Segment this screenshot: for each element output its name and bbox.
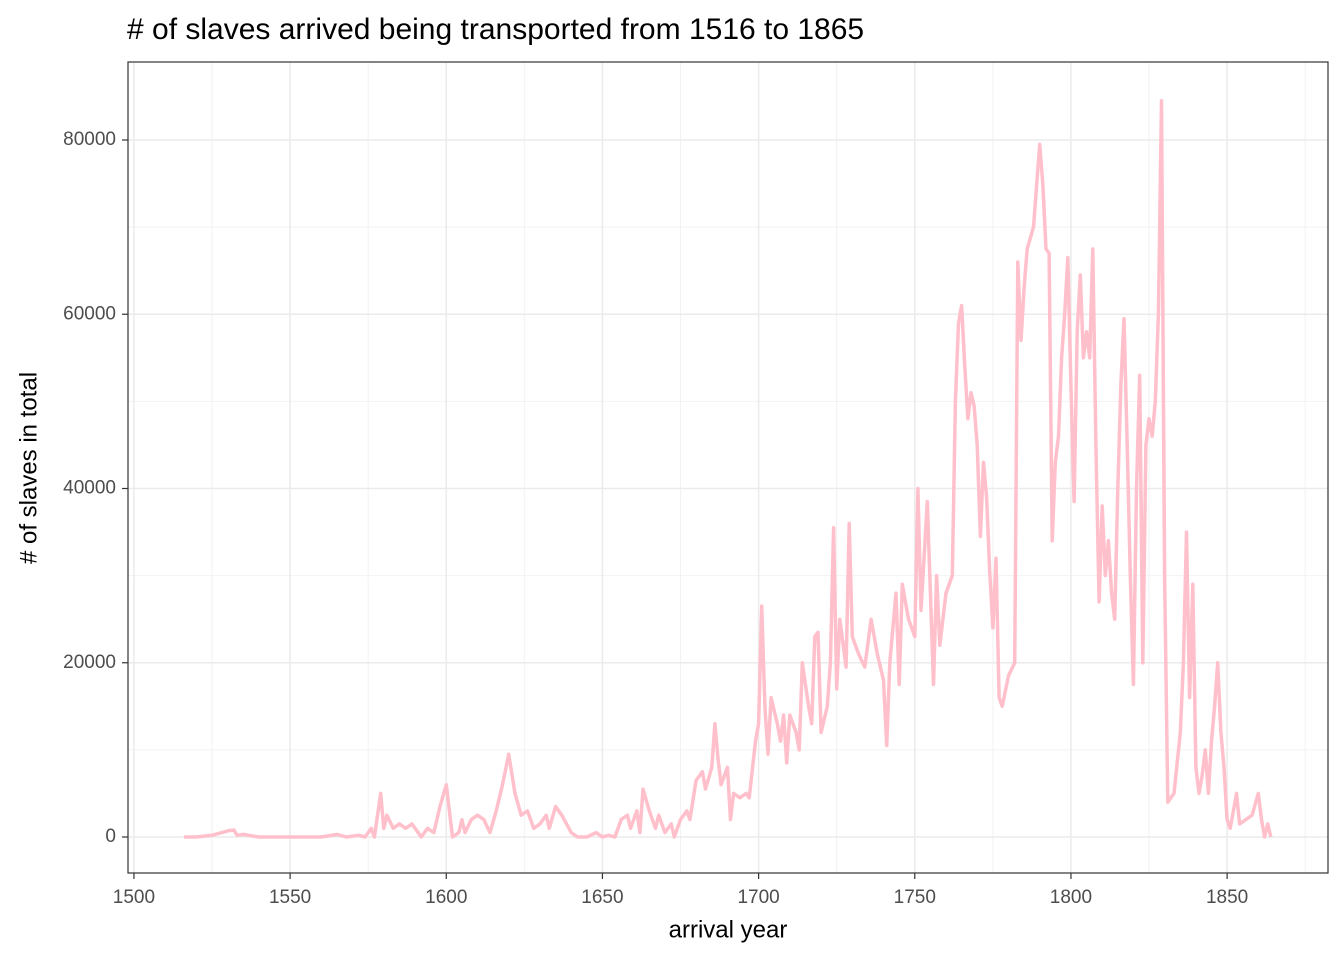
- x-axis-label: arrival year: [669, 916, 788, 943]
- y-tick-label: 40000: [63, 478, 116, 499]
- y-tick-label: 0: [105, 826, 116, 847]
- data-line: [183, 99, 1273, 839]
- x-tick-label: 1600: [425, 887, 467, 908]
- y-tick-label: 60000: [63, 303, 116, 324]
- x-tick-label: 1800: [1050, 887, 1092, 908]
- panel-border: [127, 61, 1329, 874]
- chart-title: # of slaves arrived being transported fr…: [127, 13, 864, 46]
- y-tick-label: 20000: [63, 652, 116, 673]
- x-tick-label: 1750: [894, 887, 936, 908]
- x-tick-label: 1550: [269, 887, 311, 908]
- x-tick-label: 1700: [737, 887, 779, 908]
- x-tick-label: 1500: [113, 887, 155, 908]
- x-tick-label: 1650: [581, 887, 623, 908]
- y-axis-label: # of slaves in total: [15, 372, 42, 564]
- y-tick-label: 80000: [63, 129, 116, 150]
- x-tick-label: 1850: [1206, 887, 1248, 908]
